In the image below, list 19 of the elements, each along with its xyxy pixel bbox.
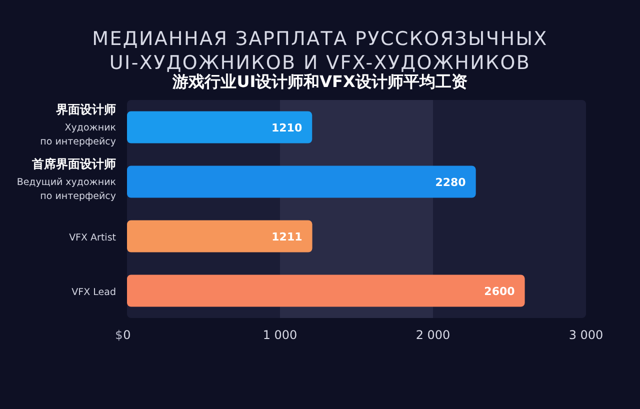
y-tick-label: VFX Artist: [69, 232, 116, 244]
data-label: 2600: [484, 284, 516, 298]
x-axis-title: $: [115, 328, 123, 342]
data-label: 1210: [272, 121, 302, 134]
y-tick-label: 首席界面设计师 Ведущий художник по интерфейсу: [16, 156, 116, 202]
bar: [127, 166, 476, 198]
y-tick-label: VFX Lead: [72, 286, 116, 298]
data-label: 2280: [435, 176, 466, 189]
bar: [127, 111, 312, 144]
x-tick-label: 2 000: [416, 328, 450, 342]
bar: [127, 220, 312, 252]
x-tick-label: 0: [123, 328, 131, 342]
bar: [127, 274, 525, 307]
y-tick-label: 界面设计师 Художник по интерфейсу: [40, 102, 116, 148]
chart-subtitle: 游戏行业UI设计师和VFX设计师平均工资: [172, 72, 468, 91]
x-tick-label: 3 000: [568, 328, 604, 342]
x-tick-label: 1 000: [262, 328, 298, 342]
data-label: 1211: [272, 230, 302, 244]
title: МЕДИАННАЯ ЗАРПЛАТА РУССКОЯЗЫЧНЫХ UI-ХУДОЖНИКОВ И VFX-ХУДОЖНИКОВ: [92, 28, 548, 74]
